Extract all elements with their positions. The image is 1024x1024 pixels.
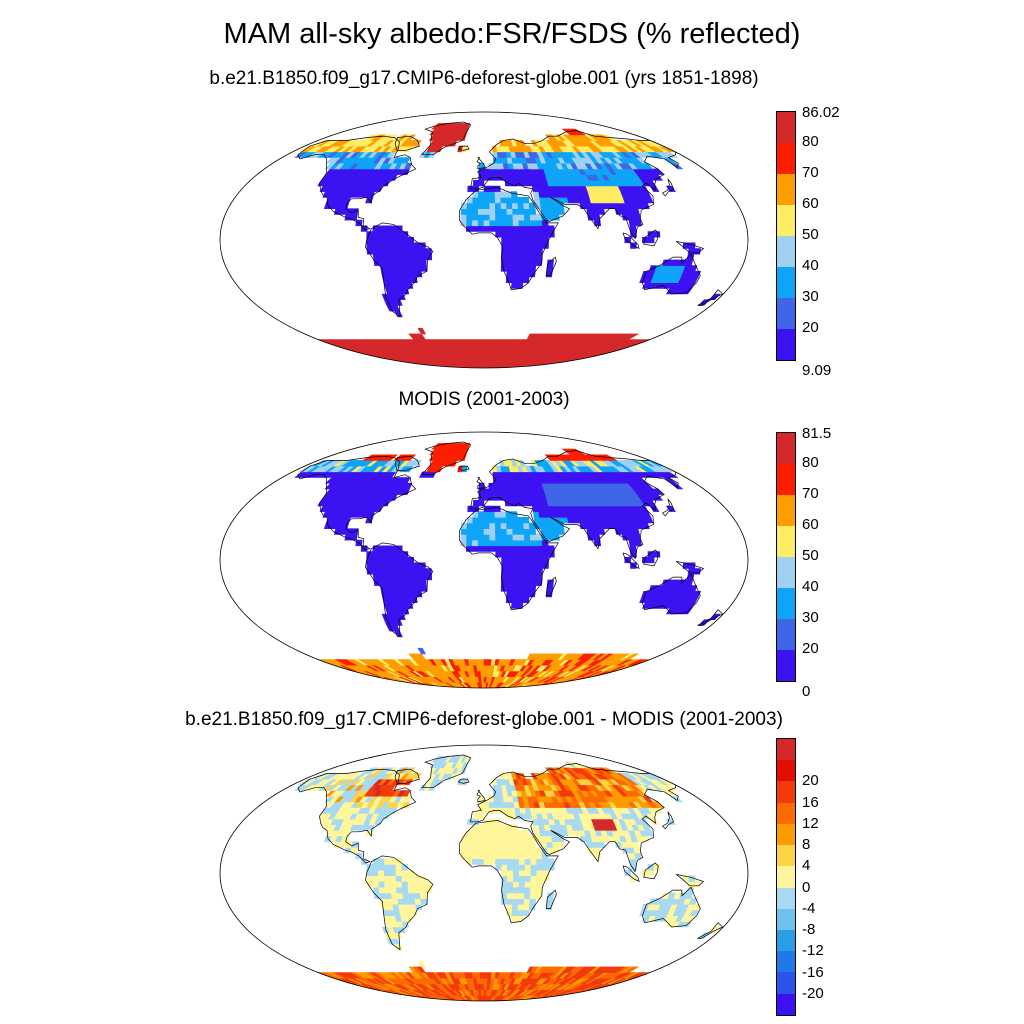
- colorbar-label: -16: [802, 963, 824, 981]
- colorbar-segment: [777, 908, 795, 930]
- colorbar-segment: [777, 802, 795, 824]
- colorbar-segment: [777, 464, 795, 495]
- colorbar-label: 40: [802, 578, 819, 595]
- colorbar-segment: [777, 929, 795, 952]
- colorbar-segment: [777, 174, 795, 205]
- map-outline: [219, 111, 749, 369]
- colorbar-segment: [777, 619, 795, 650]
- colorbar-segment: [777, 739, 795, 761]
- colorbar-segment: [777, 205, 795, 236]
- map-cells: [293, 756, 721, 1001]
- coastlines: [297, 121, 724, 318]
- colorbar-label: -20: [802, 984, 824, 1002]
- colorbar-label: 8: [802, 836, 811, 854]
- colorbar-label: 30: [802, 609, 819, 626]
- colorbar-segment: [777, 781, 795, 803]
- panel-title-difference: b.e21.B1850.f09_g17.CMIP6-deforest-globe…: [185, 709, 783, 730]
- colorbar-label: 0: [802, 878, 811, 896]
- colorbar-label: 70: [802, 485, 819, 502]
- colorbar-segment: [777, 112, 795, 143]
- colorbar-label: 30: [802, 288, 819, 305]
- colorbar-segment: [777, 823, 795, 846]
- colorbar-label: 12: [802, 814, 819, 832]
- colorbar-segment: [777, 972, 795, 994]
- colorbar-segment: [777, 433, 795, 464]
- colorbar-segment: [777, 526, 795, 557]
- main-title: MAM all-sky albedo:FSR/FSDS (% reflected…: [223, 18, 801, 50]
- colorbar-label: 0: [802, 683, 811, 700]
- colorbar-segment: [777, 495, 795, 526]
- colorbar-label: 16: [802, 793, 819, 811]
- colorbar-segment: [777, 760, 795, 782]
- colorbar-segment: [777, 557, 795, 588]
- colorbar-box: [776, 738, 796, 1016]
- colorbar-box: [776, 432, 796, 682]
- panel-title-model: b.e21.B1850.f09_g17.CMIP6-deforest-globe…: [209, 68, 759, 89]
- panel-title-modis: MODIS (2001-2003): [398, 389, 570, 410]
- colorbar-label: 20: [802, 640, 819, 657]
- coastlines: [297, 441, 724, 638]
- coastlines: [297, 754, 724, 951]
- colorbar-label: 81.5: [802, 425, 832, 442]
- colorbar-label: -8: [802, 921, 816, 939]
- colorbar-segment: [777, 236, 795, 267]
- colorbar-segment: [777, 143, 795, 174]
- colorbar-label: 70: [802, 164, 819, 181]
- colorbar-label: 60: [802, 195, 819, 212]
- colorbar-label: 80: [802, 133, 819, 150]
- colorbar-label: 50: [802, 547, 819, 564]
- colorbar-segment: [777, 329, 795, 360]
- colorbar-label: 4: [802, 857, 811, 875]
- colorbar-label: 50: [802, 226, 819, 243]
- colorbar-label: -4: [802, 899, 816, 917]
- colorbar-label: 9.09: [802, 362, 832, 379]
- colorbar-segment: [777, 267, 795, 298]
- colorbar-segment: [777, 845, 795, 867]
- colorbar-label: 20: [802, 319, 819, 336]
- colorbar-label: -12: [802, 942, 824, 960]
- map-outline: [219, 744, 749, 1002]
- colorbar-segment: [777, 887, 795, 909]
- colorbar-segment: [777, 298, 795, 329]
- colorbar-label: 20: [802, 772, 819, 790]
- colorbar-segment: [777, 951, 795, 973]
- colorbar-segment: [777, 588, 795, 619]
- colorbar-label: 80: [802, 454, 819, 471]
- colorbar-segment: [777, 650, 795, 681]
- colorbar-label: 86.02: [802, 104, 840, 121]
- map-outline: [219, 431, 749, 689]
- colorbar-segment: [777, 993, 795, 1015]
- colorbar-label: 40: [802, 257, 819, 274]
- colorbar-label: 60: [802, 516, 819, 533]
- colorbar-box: [776, 111, 796, 361]
- colorbar-segment: [777, 866, 795, 888]
